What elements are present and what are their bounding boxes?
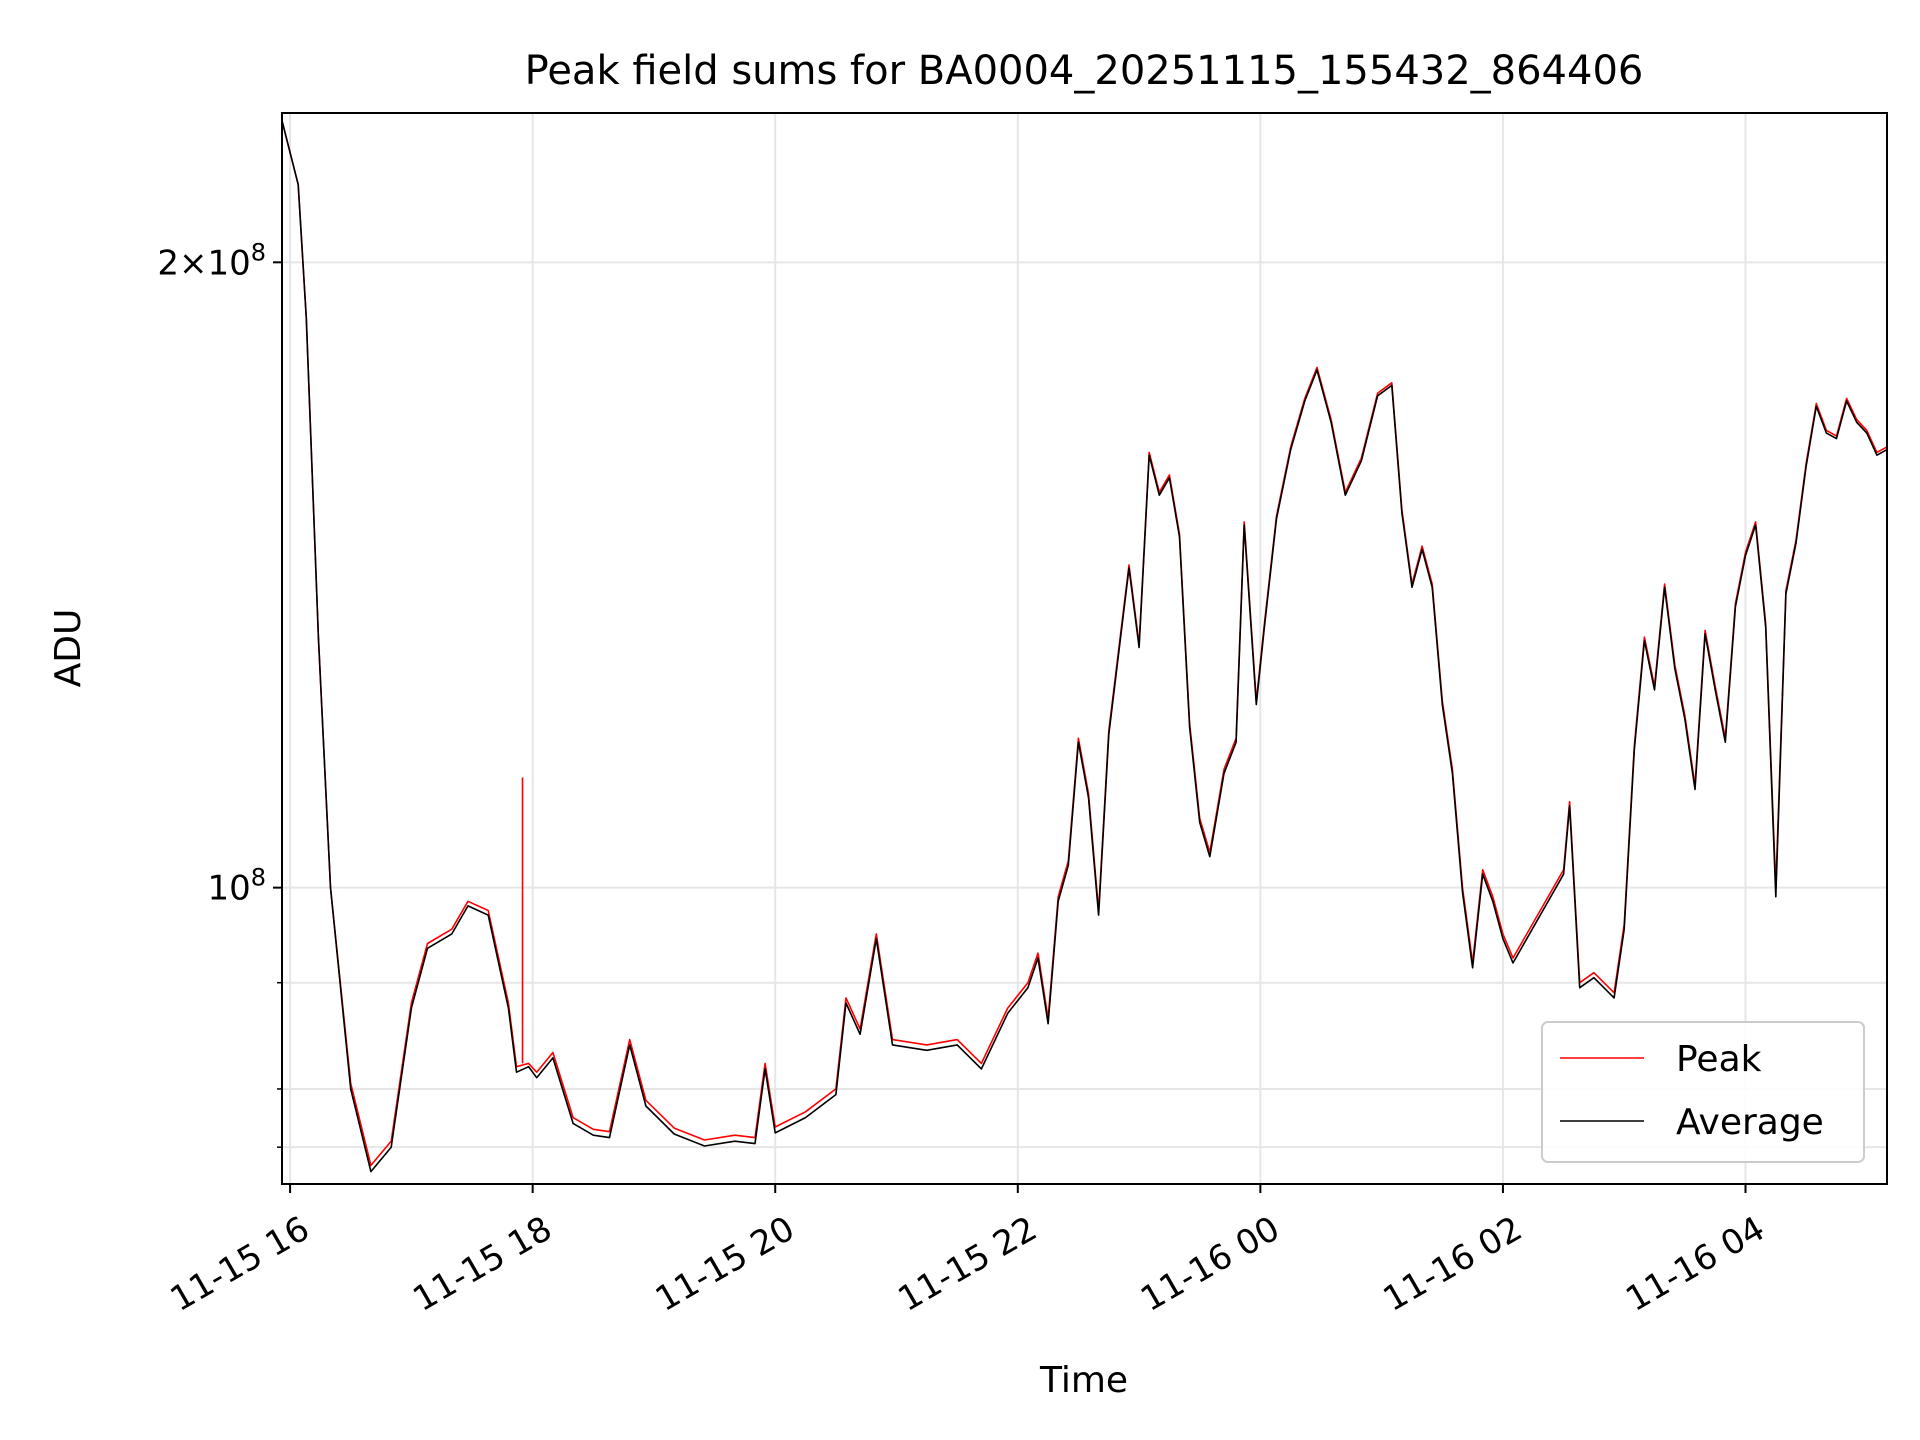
legend-label-peak: Peak bbox=[1676, 1039, 1762, 1080]
y-tick-label: 108 bbox=[207, 864, 266, 909]
legend: Peak Average bbox=[1541, 1021, 1865, 1163]
series-line-average bbox=[281, 120, 1888, 1173]
plot-frame bbox=[281, 112, 1888, 1185]
x-tick-label: 11-15 16 bbox=[164, 1209, 316, 1320]
series-layer bbox=[281, 120, 1888, 1173]
x-tick-label: 11-15 18 bbox=[406, 1209, 558, 1320]
x-tick-label: 11-16 02 bbox=[1377, 1209, 1529, 1320]
x-tick-label: 11-16 04 bbox=[1619, 1209, 1771, 1320]
legend-label-average: Average bbox=[1676, 1102, 1824, 1143]
grid bbox=[282, 113, 1887, 1184]
y-axis: 108 2×108 bbox=[157, 238, 282, 1148]
y-axis-label: ADU bbox=[48, 609, 89, 688]
x-axis-label: Time bbox=[1039, 1360, 1128, 1401]
legend-box bbox=[1541, 1021, 1865, 1163]
x-axis: 11-15 16 11-15 18 11-15 20 11-15 22 11-16 00… bbox=[164, 1184, 1772, 1320]
x-tick-label: 11-16 00 bbox=[1134, 1209, 1286, 1320]
y-tick-label: 2×108 bbox=[157, 238, 266, 283]
x-tick-label: 11-15 22 bbox=[891, 1209, 1043, 1320]
x-tick-label: 11-15 20 bbox=[649, 1209, 801, 1320]
chart-title: Peak field sums for BA0004_20251115_1554… bbox=[525, 48, 1644, 94]
